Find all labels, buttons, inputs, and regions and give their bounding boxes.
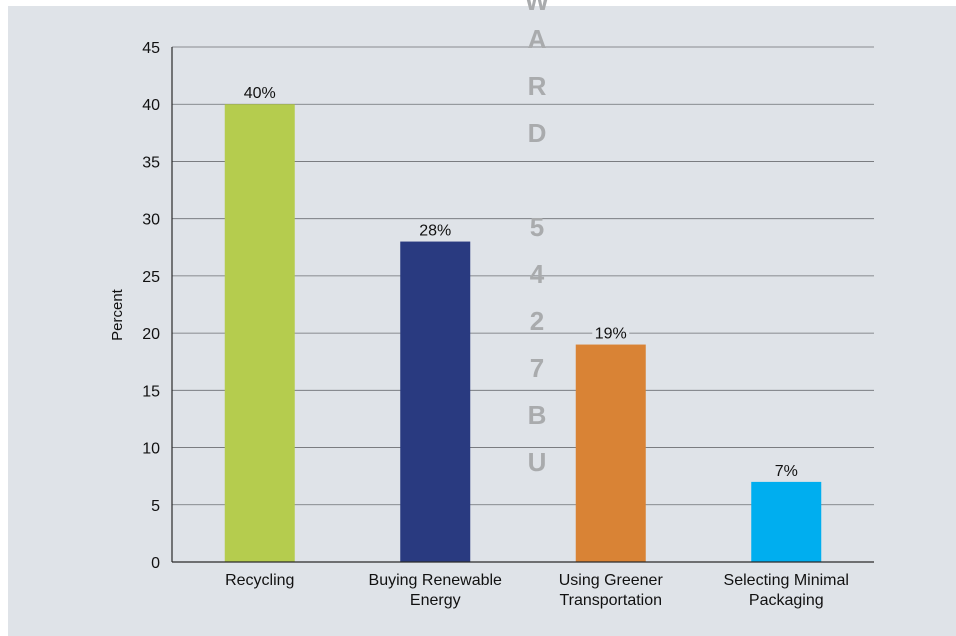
watermark-letter: U	[528, 447, 547, 477]
watermark-letter: A	[528, 24, 547, 54]
bar	[400, 241, 471, 563]
bar	[224, 104, 295, 562]
category-label: Packaging	[749, 592, 824, 609]
watermark-letter: 2	[530, 306, 544, 336]
data-label-bg	[772, 459, 801, 480]
category-label: Transportation	[559, 592, 662, 609]
y-tick-labels: 0 5 10 15 20 25 30 35 40 45	[142, 40, 160, 572]
watermark-letter: 4	[530, 259, 545, 289]
category-label: Recycling	[225, 572, 294, 589]
watermark-letter: D	[528, 118, 547, 148]
y-tick-label: 5	[151, 498, 160, 515]
bar	[575, 344, 646, 562]
category-label: Selecting Minimal	[724, 572, 849, 589]
data-label: 7%	[775, 463, 798, 480]
axes	[171, 47, 874, 563]
watermark-letter: B	[528, 400, 547, 430]
y-tick-label: 35	[142, 154, 160, 171]
bar	[751, 481, 822, 562]
y-tick-label: 25	[142, 269, 160, 286]
watermark-letter: 7	[530, 353, 544, 383]
y-tick-label: 30	[142, 212, 160, 229]
watermark-letter: W	[525, 0, 550, 16]
category-label: Buying Renewable	[369, 572, 503, 589]
data-labels: 40% 28% 19% 7%	[241, 82, 801, 480]
data-label-bg	[241, 82, 279, 103]
y-tick-label: 10	[142, 441, 160, 458]
data-label-bg	[592, 322, 630, 343]
data-label-bg	[416, 219, 454, 240]
y-tick-label: 45	[142, 40, 160, 57]
data-label: 40%	[244, 85, 276, 102]
y-tick-label: 15	[142, 383, 160, 400]
y-axis-label: Percent	[109, 288, 126, 341]
category-label: Energy	[410, 592, 461, 609]
data-label: 19%	[595, 326, 627, 343]
category-label: Using Greener	[559, 572, 664, 589]
bars	[224, 104, 822, 563]
y-tick-label: 20	[142, 326, 160, 343]
watermark-letter: 5	[530, 212, 544, 242]
category-labels: Recycling Buying Renewable Energy Using Gre…	[225, 572, 849, 609]
data-label: 28%	[419, 223, 451, 240]
y-tick-label: 40	[142, 97, 160, 114]
y-tick-label: 0	[151, 555, 160, 572]
watermark-letter: R	[528, 71, 547, 101]
